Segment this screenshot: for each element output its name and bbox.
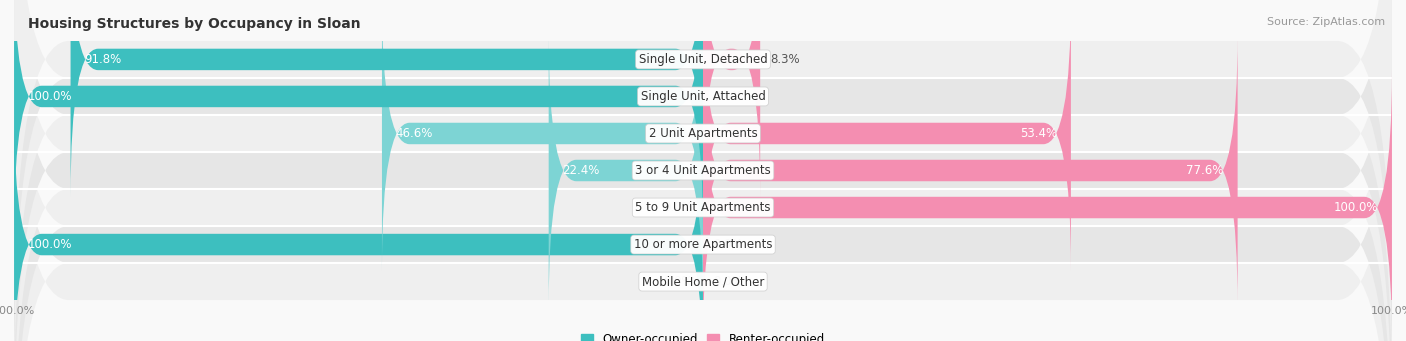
Text: 77.6%: 77.6% (1187, 164, 1223, 177)
Text: 0.0%: 0.0% (664, 275, 693, 288)
FancyBboxPatch shape (548, 33, 703, 308)
Text: 3 or 4 Unit Apartments: 3 or 4 Unit Apartments (636, 164, 770, 177)
FancyBboxPatch shape (14, 0, 1392, 341)
FancyBboxPatch shape (703, 0, 761, 197)
Text: 5 to 9 Unit Apartments: 5 to 9 Unit Apartments (636, 201, 770, 214)
Text: 0.0%: 0.0% (664, 201, 693, 214)
FancyBboxPatch shape (14, 4, 1392, 341)
Text: 91.8%: 91.8% (84, 53, 121, 66)
Text: 22.4%: 22.4% (562, 164, 600, 177)
Text: 0.0%: 0.0% (713, 238, 742, 251)
FancyBboxPatch shape (14, 0, 1392, 341)
FancyBboxPatch shape (70, 0, 703, 197)
Text: 10 or more Apartments: 10 or more Apartments (634, 238, 772, 251)
Text: 0.0%: 0.0% (713, 275, 742, 288)
Legend: Owner-occupied, Renter-occupied: Owner-occupied, Renter-occupied (576, 329, 830, 341)
Text: Single Unit, Attached: Single Unit, Attached (641, 90, 765, 103)
FancyBboxPatch shape (703, 33, 1237, 308)
FancyBboxPatch shape (703, 70, 1392, 341)
FancyBboxPatch shape (382, 0, 703, 271)
Text: 100.0%: 100.0% (28, 90, 72, 103)
Text: 46.6%: 46.6% (395, 127, 433, 140)
FancyBboxPatch shape (14, 0, 703, 234)
Text: 0.0%: 0.0% (713, 90, 742, 103)
Text: 100.0%: 100.0% (28, 238, 72, 251)
FancyBboxPatch shape (14, 0, 1392, 341)
FancyBboxPatch shape (703, 0, 1071, 271)
Text: 8.3%: 8.3% (770, 53, 800, 66)
FancyBboxPatch shape (14, 0, 1392, 337)
FancyBboxPatch shape (14, 107, 703, 341)
Text: Mobile Home / Other: Mobile Home / Other (641, 275, 765, 288)
Text: 100.0%: 100.0% (1334, 201, 1378, 214)
FancyBboxPatch shape (14, 0, 1392, 341)
Text: 53.4%: 53.4% (1019, 127, 1057, 140)
Text: Single Unit, Detached: Single Unit, Detached (638, 53, 768, 66)
Text: 2 Unit Apartments: 2 Unit Apartments (648, 127, 758, 140)
Text: Source: ZipAtlas.com: Source: ZipAtlas.com (1267, 17, 1385, 27)
Text: Housing Structures by Occupancy in Sloan: Housing Structures by Occupancy in Sloan (28, 17, 361, 31)
FancyBboxPatch shape (14, 0, 1392, 341)
